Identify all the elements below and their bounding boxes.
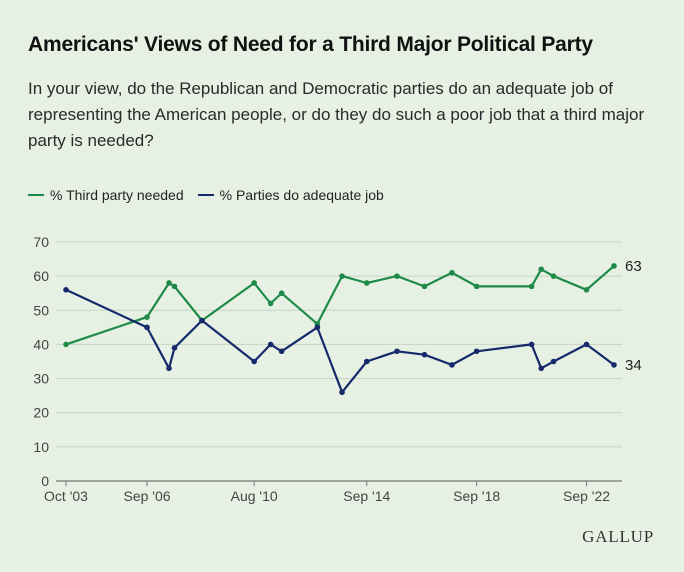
data-point-third-party — [611, 263, 617, 269]
x-tick-label: Sep '18 — [453, 488, 500, 504]
data-point-adequate — [278, 348, 285, 355]
legend-swatch-third-party — [28, 194, 44, 196]
data-point-third-party — [583, 287, 590, 293]
y-tick-label: 60 — [33, 268, 49, 284]
data-point-third-party — [394, 273, 400, 279]
gallup-logo: GALLUP — [582, 527, 654, 546]
series-line-adequate — [65, 288, 615, 394]
data-point-adequate — [538, 365, 545, 372]
data-point-third-party — [339, 273, 345, 279]
data-point-third-party — [528, 283, 535, 290]
data-point-adequate — [166, 365, 172, 372]
data-point-third-party — [473, 283, 480, 290]
data-point-third-party — [363, 280, 370, 286]
data-point-adequate — [339, 389, 345, 396]
x-tick-label: Sep '06 — [124, 488, 171, 504]
legend: % Third party needed % Parties do adequa… — [28, 187, 398, 203]
series-line-third-party — [65, 265, 615, 346]
y-tick-label: 40 — [33, 336, 49, 352]
legend-item-adequate: % Parties do adequate job — [197, 187, 384, 203]
x-tick-label: Aug '10 — [231, 488, 278, 504]
data-point-third-party — [538, 266, 545, 273]
y-tick-label: 70 — [33, 234, 49, 250]
y-tick-label: 20 — [33, 405, 49, 421]
data-point-adequate — [449, 362, 455, 368]
data-point-adequate — [394, 348, 400, 355]
data-point-third-party — [166, 280, 172, 286]
data-point-third-party — [449, 269, 455, 276]
data-point-adequate — [314, 324, 321, 331]
data-point-third-party — [171, 283, 178, 290]
data-point-third-party — [251, 280, 257, 286]
x-tick-label: Sep '14 — [343, 488, 390, 504]
data-point-adequate — [251, 358, 257, 365]
legend-label-third-party: % Third party needed — [50, 187, 184, 203]
data-point-third-party — [144, 314, 150, 320]
data-point-adequate — [267, 341, 274, 348]
data-point-third-party — [550, 273, 557, 279]
data-point-adequate — [171, 345, 178, 351]
end-label-adequate: 34 — [625, 357, 642, 374]
data-point-adequate — [199, 317, 205, 324]
y-tick-label: 10 — [33, 439, 49, 455]
data-point-adequate — [363, 358, 370, 365]
data-point-adequate — [550, 358, 557, 365]
legend-item-third-party: % Third party needed — [28, 187, 184, 203]
data-point-adequate — [144, 324, 150, 331]
legend-label-adequate: % Parties do adequate job — [219, 187, 384, 203]
x-tick-label: Sep '22 — [563, 488, 610, 504]
data-point-adequate — [583, 341, 590, 348]
y-tick-label: 30 — [33, 371, 49, 387]
data-point-adequate — [528, 341, 535, 348]
data-point-adequate — [421, 351, 428, 358]
data-point-third-party — [421, 283, 428, 290]
legend-swatch-adequate — [197, 194, 214, 196]
data-point-adequate — [63, 287, 69, 293]
survey-question: In your view, do the Republican and Demo… — [28, 79, 645, 150]
y-tick-label: 50 — [33, 302, 49, 318]
data-point-adequate — [611, 362, 617, 368]
data-point-third-party — [278, 290, 285, 297]
chart-title: Americans' Views of Need for a Third Maj… — [28, 33, 593, 56]
end-label-third-party: 63 — [625, 258, 642, 275]
data-point-adequate — [473, 348, 480, 355]
y-tick-label: 0 — [41, 473, 49, 489]
data-point-third-party — [267, 300, 274, 307]
x-tick-label: Oct '03 — [44, 488, 88, 504]
data-point-third-party — [63, 341, 69, 348]
